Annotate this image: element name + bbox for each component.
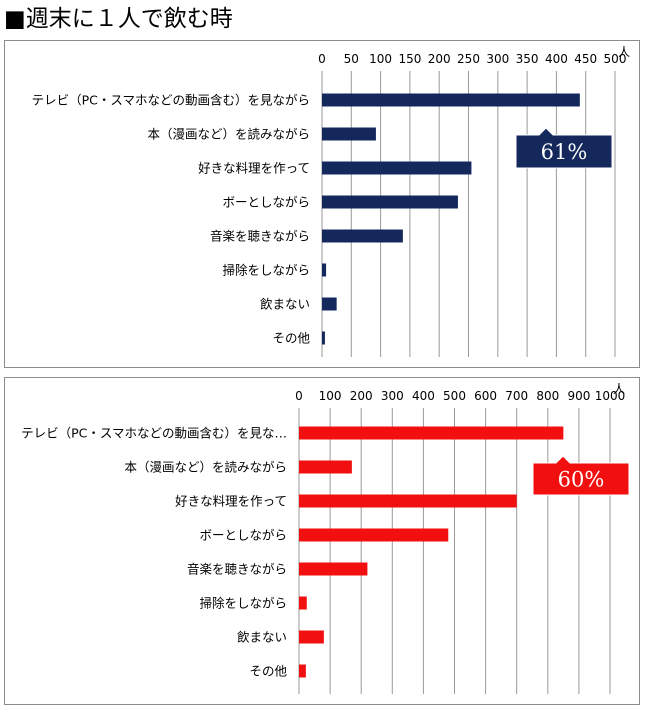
x-tick-label: 500: [604, 52, 627, 66]
bar: [322, 297, 337, 311]
x-tick-label: 0: [295, 389, 303, 403]
category-label: 音楽を聴きながら: [187, 562, 287, 577]
category-label: 掃除をしながら: [222, 263, 310, 278]
unit-label: 人: [618, 45, 630, 59]
category-label: テレビ（PC・スマホなどの動画含む）を見ながら: [32, 93, 310, 108]
category-label: ボーとしながら: [222, 195, 310, 210]
category-label: 飲まない: [237, 630, 287, 645]
bar: [322, 331, 325, 345]
x-tick-label: 200: [350, 389, 373, 403]
bar: [299, 494, 517, 508]
x-tick-label: 350: [516, 52, 539, 66]
category-label: 掃除をしながら: [199, 596, 287, 611]
category-label: その他: [272, 331, 310, 346]
bar: [299, 630, 324, 644]
x-tick-label: 900: [567, 389, 590, 403]
bar: [322, 263, 327, 277]
chart-top: 0 50 100 150 200 250 300 350 400 450 500 人テレビ（PC・スマ…: [4, 40, 640, 368]
category-label: その他: [249, 664, 287, 679]
x-tick-label: 1000: [595, 389, 626, 403]
bar: [299, 664, 306, 678]
unit-label: 人: [613, 382, 625, 396]
x-tick-label: 700: [505, 389, 528, 403]
x-tick-label: 100: [369, 52, 392, 66]
bar: [299, 460, 352, 474]
x-tick-label: 200: [428, 52, 451, 66]
x-tick-label: 400: [412, 389, 435, 403]
category-label: 本（漫画など）を読みながら: [124, 460, 287, 475]
category-label: 本（漫画など）を読みながら: [147, 127, 310, 142]
x-tick-label: 250: [457, 52, 480, 66]
x-tick-label: 300: [486, 52, 509, 66]
x-tick-label: 0: [318, 52, 326, 66]
callout-percentage: 60%: [558, 468, 605, 492]
x-tick-label: 50: [344, 52, 359, 66]
category-label: 飲まない: [260, 297, 310, 312]
x-tick-label: 300: [381, 389, 404, 403]
bar: [322, 127, 376, 141]
bar-chart-top: 0 50 100 150 200 250 300 350 400 450 500人テレビ（PC・スマ…: [32, 45, 630, 357]
page-title: ■週末に１人で飲む時: [4, 6, 233, 32]
category-label: 好きな料理を作って: [198, 161, 310, 176]
x-tick-label: 400: [545, 52, 568, 66]
x-tick-label: 150: [398, 52, 421, 66]
x-tick-label: 800: [536, 389, 559, 403]
bar: [322, 195, 458, 209]
callout-box: [515, 127, 613, 169]
category-label: 好きな料理を作って: [175, 494, 287, 509]
bar: [322, 229, 403, 243]
category-label: テレビ（PC・スマホなどの動画含む）を見な…: [21, 426, 287, 441]
bar: [299, 562, 368, 576]
x-tick-label: 600: [474, 389, 497, 403]
bar-chart-bottom: 0 100 200 300 400 500 600 700 800 900 1000人テレビ（PC・…: [21, 382, 630, 694]
callout-box: [532, 455, 630, 496]
category-label: 音楽を聴きながら: [210, 229, 310, 244]
chart-bottom: 0 100 200 300 400 500 600 700 800 900 1000 人テレビ（PC・…: [4, 377, 640, 705]
x-tick-label: 500: [443, 389, 466, 403]
callout-percentage: 61%: [541, 140, 588, 164]
bar: [299, 528, 449, 542]
bar: [322, 93, 580, 107]
category-label: ボーとしながら: [199, 528, 287, 543]
x-tick-label: 100: [319, 389, 342, 403]
bar: [299, 596, 307, 610]
bar: [299, 426, 564, 440]
x-tick-label: 450: [574, 52, 597, 66]
bar: [322, 161, 472, 175]
